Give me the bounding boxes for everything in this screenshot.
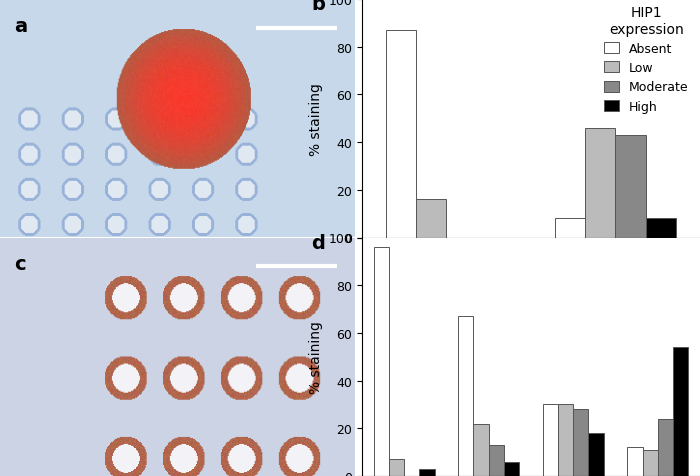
Bar bbox=[646, 219, 676, 238]
Bar bbox=[386, 31, 416, 238]
Text: b: b bbox=[312, 0, 325, 14]
Legend: Absent, Low, Moderate, High: Absent, Low, Moderate, High bbox=[599, 1, 694, 119]
Bar bbox=[589, 433, 603, 476]
Bar bbox=[458, 317, 473, 476]
Y-axis label: % staining: % staining bbox=[309, 83, 323, 155]
Bar bbox=[504, 462, 519, 476]
Y-axis label: % staining: % staining bbox=[309, 321, 323, 393]
Bar bbox=[643, 450, 658, 476]
Bar bbox=[554, 219, 585, 238]
Bar bbox=[389, 459, 404, 476]
Bar bbox=[658, 419, 673, 476]
Bar bbox=[558, 405, 573, 476]
Bar bbox=[419, 469, 435, 476]
Bar bbox=[573, 409, 589, 476]
Bar bbox=[489, 445, 504, 476]
Bar bbox=[627, 447, 643, 476]
Text: d: d bbox=[312, 233, 325, 252]
Bar bbox=[416, 200, 447, 238]
Text: c: c bbox=[14, 255, 26, 274]
Bar bbox=[673, 347, 688, 476]
Bar bbox=[374, 248, 389, 476]
Bar bbox=[615, 136, 646, 238]
Text: a: a bbox=[14, 17, 27, 36]
Bar bbox=[473, 424, 489, 476]
Bar bbox=[585, 129, 615, 238]
Bar bbox=[542, 405, 558, 476]
